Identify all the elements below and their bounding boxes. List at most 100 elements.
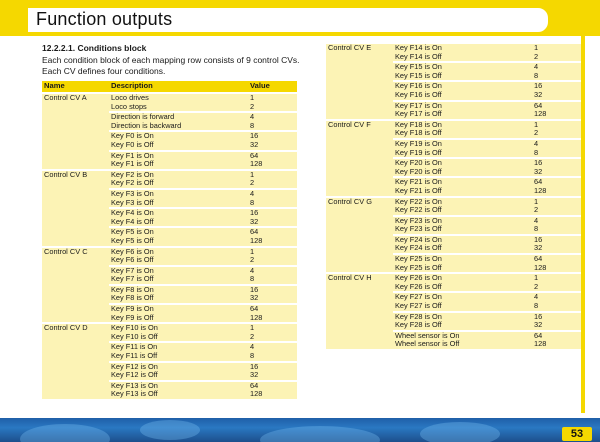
section-intro: Each condition block of each mapping row… [42, 55, 300, 76]
condition-value-cell: 2 [248, 332, 297, 343]
condition-description-cell: Key F8 is Off [109, 294, 248, 305]
condition-description-cell: Key F24 is Off [393, 244, 532, 255]
table-row: Control CV A Loco drives 1 [42, 92, 297, 170]
condition-description-cell: Key F25 is Off [393, 263, 532, 274]
table-row: Key F24 is Off 32 [326, 244, 581, 255]
table-row: Key F4 is Off 32 [42, 217, 297, 228]
condition-value-cell: 128 [248, 160, 297, 170]
table-row: Key F17 is Off 128 [326, 110, 581, 120]
condition-value-cell: 4 [532, 137, 581, 149]
condition-value-cell: 1 [248, 168, 297, 180]
condition-description-cell: Key F5 is Off [109, 236, 248, 247]
condition-description-cell: Key F14 is Off [393, 52, 532, 63]
table-row: Key F13 is On 64 [42, 379, 297, 391]
table-row: Key F28 is Off 32 [326, 321, 581, 331]
condition-value-cell: 128 [248, 390, 297, 399]
condition-value-cell: 32 [248, 371, 297, 381]
right-rail-decoration [581, 18, 585, 413]
table-row: Wheel sensor is On 64 [326, 329, 581, 341]
condition-description-cell: Key F3 is On [109, 187, 248, 199]
table-row: Direction is backward 8 [42, 121, 297, 132]
condition-value-cell: 2 [532, 52, 581, 63]
condition-description-cell: Key F22 is Off [393, 206, 532, 216]
condition-value-cell: 2 [532, 282, 581, 293]
condition-description-cell: Key F4 is On [109, 207, 248, 218]
table-row: Key F20 is On 16 [326, 157, 581, 168]
condition-value-cell: 128 [532, 263, 581, 274]
condition-description-cell: Key F22 is On [393, 195, 532, 207]
table-row: Key F28 is On 16 [326, 310, 581, 322]
condition-value-cell: 128 [532, 110, 581, 120]
condition-description-cell: Wheel sensor is Off [393, 340, 532, 349]
table-row: Key F23 is Off 8 [326, 225, 581, 235]
cv-name-cell: Control CV E [326, 42, 393, 120]
condition-value-cell: 8 [532, 302, 581, 312]
table-row: Key F11 is On 4 [42, 341, 297, 353]
condition-value-cell: 16 [248, 130, 297, 141]
table-row: Key F23 is On 4 [326, 214, 581, 226]
condition-description-cell: Direction is backward [109, 121, 248, 132]
condition-description-cell: Key F13 is On [109, 379, 248, 391]
table-row: Key F4 is On 16 [42, 207, 297, 218]
table-row: Key F16 is Off 32 [326, 90, 581, 101]
table-row: Key F25 is On 64 [326, 253, 581, 264]
table-row: Control CV F Key F18 is On 1 [326, 118, 581, 197]
condition-description-cell: Key F28 is On [393, 310, 532, 322]
table-row: Key F9 is On 64 [42, 303, 297, 314]
condition-description-cell: Key F19 is On [393, 137, 532, 149]
cv-name-cell: Control CV H [326, 272, 393, 349]
condition-value-cell: 8 [248, 121, 297, 132]
condition-description-cell: Key F1 is On [109, 149, 248, 161]
condition-value-cell: 128 [532, 186, 581, 197]
condition-description-cell: Key F18 is Off [393, 129, 532, 139]
condition-value-cell: 4 [248, 187, 297, 199]
condition-description-cell: Key F10 is On [109, 322, 248, 333]
condition-description-cell: Key F12 is On [109, 360, 248, 372]
table-row: Key F13 is Off 128 [42, 390, 297, 399]
table-row: Key F3 is Off 8 [42, 198, 297, 209]
conditions-table-left: Name Description Value Control CV A Loco … [42, 81, 297, 399]
cv-name-cell: Control CV B [42, 168, 109, 247]
condition-description-cell: Key F5 is On [109, 226, 248, 237]
column-header-name: Name [42, 81, 109, 93]
condition-value-cell: 1 [532, 272, 581, 283]
table-row: Key F15 is Off 8 [326, 71, 581, 82]
condition-description-cell: Loco drives [109, 92, 248, 103]
condition-value-cell: 32 [248, 294, 297, 305]
condition-value-cell: 32 [248, 217, 297, 228]
condition-description-cell: Key F2 is On [109, 168, 248, 180]
table-row: Key F5 is On 64 [42, 226, 297, 237]
section-heading: 12.2.2.1. Conditions block [42, 43, 147, 53]
condition-value-cell: 64 [532, 329, 581, 341]
table-row: Key F24 is On 16 [326, 233, 581, 245]
bottom-decoration-band [0, 418, 600, 442]
conditions-table-right: Control CV E Key F14 is On 1 Key F14 is Off… [326, 42, 581, 349]
condition-description-cell: Key F23 is Off [393, 225, 532, 235]
table-row: Key F10 is Off 2 [42, 332, 297, 343]
condition-description-cell: Key F13 is Off [109, 390, 248, 399]
table-row: Key F3 is On 4 [42, 187, 297, 199]
table-row: Key F8 is Off 32 [42, 294, 297, 305]
table-row: Key F5 is Off 128 [42, 236, 297, 247]
condition-value-cell: 64 [532, 176, 581, 187]
condition-description-cell: Key F26 is On [393, 272, 532, 283]
condition-description-cell: Key F11 is On [109, 341, 248, 353]
condition-description-cell: Loco stops [109, 102, 248, 113]
cv-name-cell: Control CV F [326, 118, 393, 197]
page-title: Function outputs [36, 9, 173, 29]
condition-description-cell: Key F20 is Off [393, 167, 532, 178]
table-row: Control CV E Key F14 is On 1 [326, 42, 581, 120]
table-row: Key F27 is On 4 [326, 291, 581, 303]
condition-value-cell: 2 [532, 129, 581, 139]
condition-value-cell: 1 [532, 195, 581, 207]
table-row: Key F27 is Off 8 [326, 302, 581, 312]
table-row: Control CV D Key F10 is On 1 [42, 322, 297, 399]
condition-description-cell: Key F26 is Off [393, 282, 532, 293]
condition-description-cell: Key F10 is Off [109, 332, 248, 343]
condition-value-cell: 16 [248, 283, 297, 295]
table-row: Wheel sensor is Off 128 [326, 340, 581, 349]
table-row: Key F1 is On 64 [42, 149, 297, 161]
condition-description-cell: Key F25 is On [393, 253, 532, 264]
table-row: Key F16 is On 16 [326, 80, 581, 91]
condition-value-cell: 64 [532, 253, 581, 264]
